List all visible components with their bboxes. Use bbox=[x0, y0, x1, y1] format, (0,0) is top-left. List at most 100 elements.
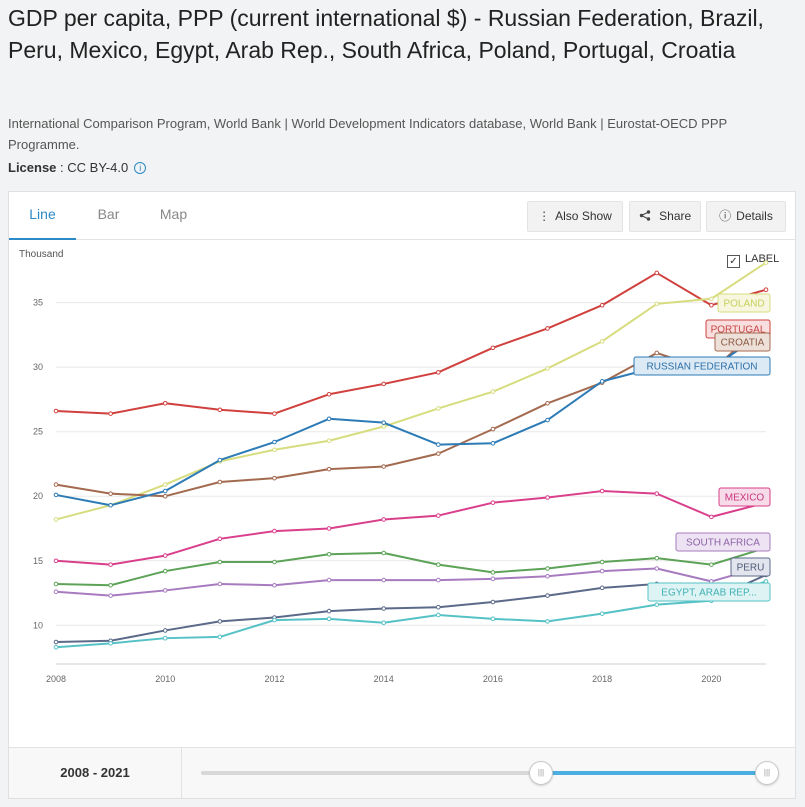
series-label: PERU bbox=[737, 563, 765, 574]
series-label: MEXICO bbox=[725, 493, 765, 504]
checkbox-icon[interactable]: ✓ bbox=[727, 255, 740, 268]
data-point bbox=[709, 302, 714, 308]
x-tick-label: 2020 bbox=[701, 674, 721, 684]
license-line: License : CC BY-4.0 i bbox=[8, 160, 147, 175]
also-show-label: Also Show bbox=[555, 209, 612, 223]
tab-map[interactable]: Map bbox=[159, 206, 188, 222]
data-point bbox=[217, 559, 223, 565]
data-point bbox=[217, 536, 223, 542]
data-point bbox=[545, 366, 550, 371]
data-point bbox=[763, 287, 769, 293]
x-tick-label: 2008 bbox=[46, 674, 66, 684]
y-tick-label: 25 bbox=[33, 427, 43, 437]
data-point bbox=[763, 260, 769, 265]
share-label: Share bbox=[659, 209, 692, 223]
data-point bbox=[53, 639, 59, 645]
data-point bbox=[53, 517, 59, 522]
page-title: GDP per capita, PPP (current internation… bbox=[8, 5, 764, 63]
license-value: : CC BY-4.0 bbox=[56, 160, 129, 175]
tab-bar[interactable]: Bar bbox=[97, 206, 120, 222]
series-label: EGYPT, ARAB REP... bbox=[661, 588, 756, 599]
x-tick-label: 2016 bbox=[483, 674, 503, 684]
data-point bbox=[381, 550, 386, 556]
range-end-handle[interactable]: ||| bbox=[755, 761, 779, 785]
data-point bbox=[217, 581, 223, 587]
data-point bbox=[654, 491, 660, 496]
data-point bbox=[381, 620, 386, 626]
data-point bbox=[217, 407, 223, 413]
y-tick-label: 20 bbox=[33, 491, 43, 501]
data-point bbox=[490, 426, 496, 432]
details-label: Details bbox=[736, 209, 773, 223]
series-label-box bbox=[730, 557, 771, 577]
range-start-handle[interactable]: ||| bbox=[529, 761, 553, 785]
data-point bbox=[709, 562, 714, 567]
data-point bbox=[326, 616, 332, 622]
data-point bbox=[545, 573, 550, 579]
data-point bbox=[545, 417, 550, 423]
range-slider-fill bbox=[540, 771, 766, 775]
data-point bbox=[599, 559, 605, 565]
data-point bbox=[436, 406, 441, 411]
chart-panel: Line Bar Map ⋮ Also Show Share ⓘ Details T… bbox=[8, 191, 796, 799]
data-point bbox=[599, 585, 605, 591]
data-point bbox=[162, 488, 168, 494]
range-slider-track[interactable] bbox=[201, 771, 766, 775]
data-point bbox=[162, 635, 168, 641]
data-point bbox=[162, 568, 168, 574]
series-line bbox=[55, 580, 767, 649]
series-label-box bbox=[714, 332, 771, 352]
data-point bbox=[545, 326, 550, 331]
data-point bbox=[326, 551, 332, 557]
data-point bbox=[108, 641, 113, 646]
data-point bbox=[545, 566, 550, 571]
data-point bbox=[654, 270, 660, 276]
data-point bbox=[53, 558, 59, 564]
series-label-box bbox=[675, 532, 771, 552]
label-toggle[interactable]: ✓ LABEL bbox=[727, 253, 779, 268]
data-point bbox=[272, 559, 277, 565]
data-point bbox=[436, 513, 441, 518]
data-point bbox=[599, 302, 605, 308]
data-point bbox=[272, 447, 277, 453]
series-label: RUSSIAN FEDERATION bbox=[647, 362, 758, 373]
series-label: CROATIA bbox=[721, 338, 765, 349]
data-point bbox=[381, 517, 386, 522]
series-line bbox=[55, 321, 767, 498]
info-circle-icon: ⓘ bbox=[719, 209, 732, 223]
y-tick-label: 15 bbox=[33, 556, 43, 566]
x-tick-label: 2012 bbox=[264, 674, 284, 684]
series-line bbox=[55, 261, 767, 521]
data-point bbox=[326, 466, 332, 472]
y-tick-label: 35 bbox=[33, 298, 43, 308]
x-tick-label: 2010 bbox=[155, 674, 175, 684]
details-button[interactable]: ⓘ Details bbox=[706, 201, 786, 232]
data-point bbox=[217, 619, 223, 624]
data-point bbox=[599, 611, 605, 616]
data-point bbox=[490, 616, 496, 622]
x-tick-label: 2014 bbox=[374, 674, 394, 684]
series-label-box bbox=[647, 582, 771, 602]
data-point bbox=[381, 464, 386, 469]
also-show-button[interactable]: ⋮ Also Show bbox=[527, 201, 623, 232]
data-point bbox=[272, 528, 277, 534]
year-range-label: 2008 - 2021 bbox=[9, 748, 182, 798]
data-point bbox=[436, 451, 441, 456]
y-unit-label: Thousand bbox=[19, 249, 64, 260]
data-point bbox=[326, 526, 332, 531]
series-line bbox=[55, 271, 767, 415]
more-vertical-icon: ⋮ bbox=[538, 209, 551, 223]
info-icon[interactable]: i bbox=[134, 162, 147, 174]
data-point bbox=[108, 593, 113, 598]
tab-line[interactable]: Line bbox=[9, 192, 76, 240]
data-point bbox=[381, 420, 386, 425]
data-point bbox=[272, 582, 277, 588]
data-point bbox=[108, 562, 113, 567]
series-label-box bbox=[633, 356, 771, 376]
data-point bbox=[436, 612, 441, 618]
series-label-box bbox=[718, 487, 771, 507]
series-label: POLAND bbox=[723, 299, 764, 310]
share-button[interactable]: Share bbox=[629, 201, 701, 232]
data-point bbox=[217, 634, 223, 640]
label-toggle-text: LABEL bbox=[745, 253, 780, 265]
